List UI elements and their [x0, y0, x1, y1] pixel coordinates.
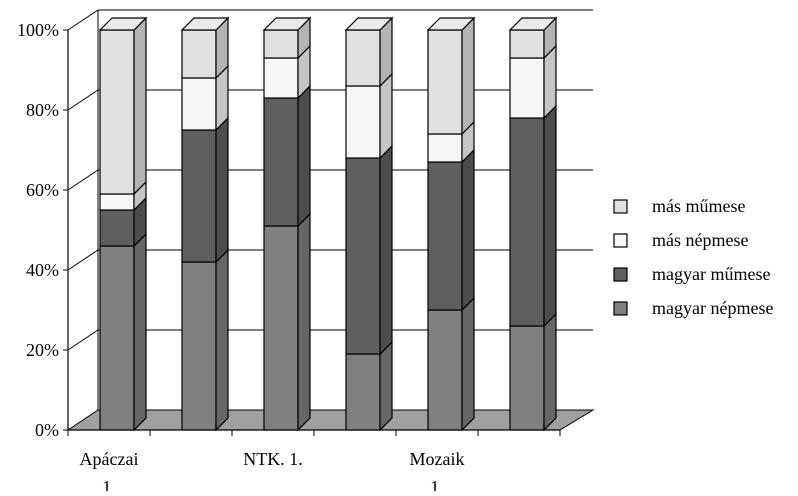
x-category-label: 1.	[430, 477, 444, 491]
bar-segment-más-műmese	[509, 16, 557, 60]
bar-segment-más-népmese	[345, 72, 393, 160]
bar-segment-magyar-műmese	[509, 104, 557, 328]
bar-side	[461, 16, 475, 136]
bar-segment-magyar-műmese	[263, 84, 311, 228]
bar-front	[427, 133, 463, 163]
bar-side	[379, 72, 393, 160]
legend-swatch	[613, 267, 628, 282]
bar-segment-magyar-műmese	[345, 144, 393, 356]
bar-top	[98, 17, 148, 31]
gridline-side	[67, 89, 99, 111]
legend-swatch	[613, 199, 628, 214]
bar-front	[99, 29, 135, 195]
bar-side	[133, 232, 147, 432]
bar-segment-más-műmese	[263, 16, 311, 60]
bar-segment-magyar-népmese	[263, 212, 311, 432]
x-category-label: NTK. 1.	[243, 449, 303, 469]
bar-front	[345, 353, 381, 431]
bar-segment-magyar-népmese	[509, 312, 557, 432]
bar-front	[99, 245, 135, 431]
y-tick-label: 80%	[26, 100, 59, 120]
bar-front	[345, 29, 381, 87]
bar-front	[181, 129, 217, 263]
gridline-side	[67, 329, 99, 351]
bar-segment-magyar-műmese	[99, 196, 147, 248]
bar-top	[180, 17, 230, 31]
bar-segment-magyar-népmese	[181, 248, 229, 432]
bar-front	[263, 225, 299, 431]
bar-side	[297, 84, 311, 228]
bar-segment-más-népmese	[427, 120, 475, 164]
bar-segment-más-népmese	[181, 64, 229, 132]
legend-label: más népmese	[652, 230, 748, 250]
bar-side	[461, 296, 475, 432]
bar-segment-magyar-műmese	[181, 116, 229, 264]
bar-front	[181, 29, 217, 79]
bar-side	[543, 104, 557, 328]
legend-swatch	[613, 233, 628, 248]
bar-front	[181, 261, 217, 431]
bar-segment-magyar-népmese	[345, 340, 393, 432]
bar-side	[379, 340, 393, 432]
bar-front	[345, 85, 381, 159]
bar-front	[427, 29, 463, 135]
bar-front	[427, 161, 463, 311]
y-tick-label: 0%	[35, 420, 59, 440]
bar-side	[297, 212, 311, 432]
y-tick-label: 20%	[26, 340, 59, 360]
gridline-side	[67, 9, 99, 31]
bar-segment-más-népmese	[99, 180, 147, 212]
legend-label: magyar műmese	[652, 264, 770, 284]
legend-swatch	[613, 301, 628, 316]
x-category-label: 1.	[102, 477, 116, 491]
bar-front	[509, 117, 545, 327]
bars	[98, 16, 558, 432]
bar-segment-magyar-népmese	[427, 296, 475, 432]
bar-side	[461, 148, 475, 312]
bar-top	[508, 17, 558, 31]
legend: más műmese más népmese magyar műmese magyar…	[613, 196, 773, 318]
legend-label: más műmese	[652, 196, 745, 216]
legend-label: magyar népmese	[652, 298, 773, 318]
bar-front	[263, 97, 299, 227]
gridline-side	[67, 249, 99, 271]
bar-side	[543, 312, 557, 432]
gridline-side	[67, 169, 99, 191]
bar-front	[263, 57, 299, 99]
bar-segment-más-műmese	[427, 16, 475, 136]
bar-front	[509, 29, 545, 59]
bar-front	[99, 209, 135, 247]
bar-segment-más-műmese	[99, 16, 147, 196]
bar-top	[262, 17, 312, 31]
bar-side	[133, 16, 147, 196]
bar-front	[509, 57, 545, 119]
y-tick-label: 60%	[26, 180, 59, 200]
bar-front	[345, 157, 381, 355]
bar-top	[426, 17, 476, 31]
x-category-label: Mozaik	[410, 449, 465, 469]
bar-side	[215, 116, 229, 264]
y-tick-label: 40%	[26, 260, 59, 280]
x-category-label: Apáczai	[80, 449, 139, 469]
bar-segment-más-műmese	[181, 16, 229, 80]
bar-side	[215, 248, 229, 432]
bar-front	[99, 193, 135, 211]
bar-front	[509, 325, 545, 431]
bar-top	[344, 17, 394, 31]
bar-side	[379, 144, 393, 356]
bar-segment-magyar-népmese	[99, 232, 147, 432]
bar-front	[427, 309, 463, 431]
bar-front	[181, 77, 217, 131]
bar-front	[263, 29, 299, 59]
bar-segment-más-népmese	[263, 44, 311, 100]
y-tick-label: 100%	[17, 20, 59, 40]
bar-segment-magyar-műmese	[427, 148, 475, 312]
